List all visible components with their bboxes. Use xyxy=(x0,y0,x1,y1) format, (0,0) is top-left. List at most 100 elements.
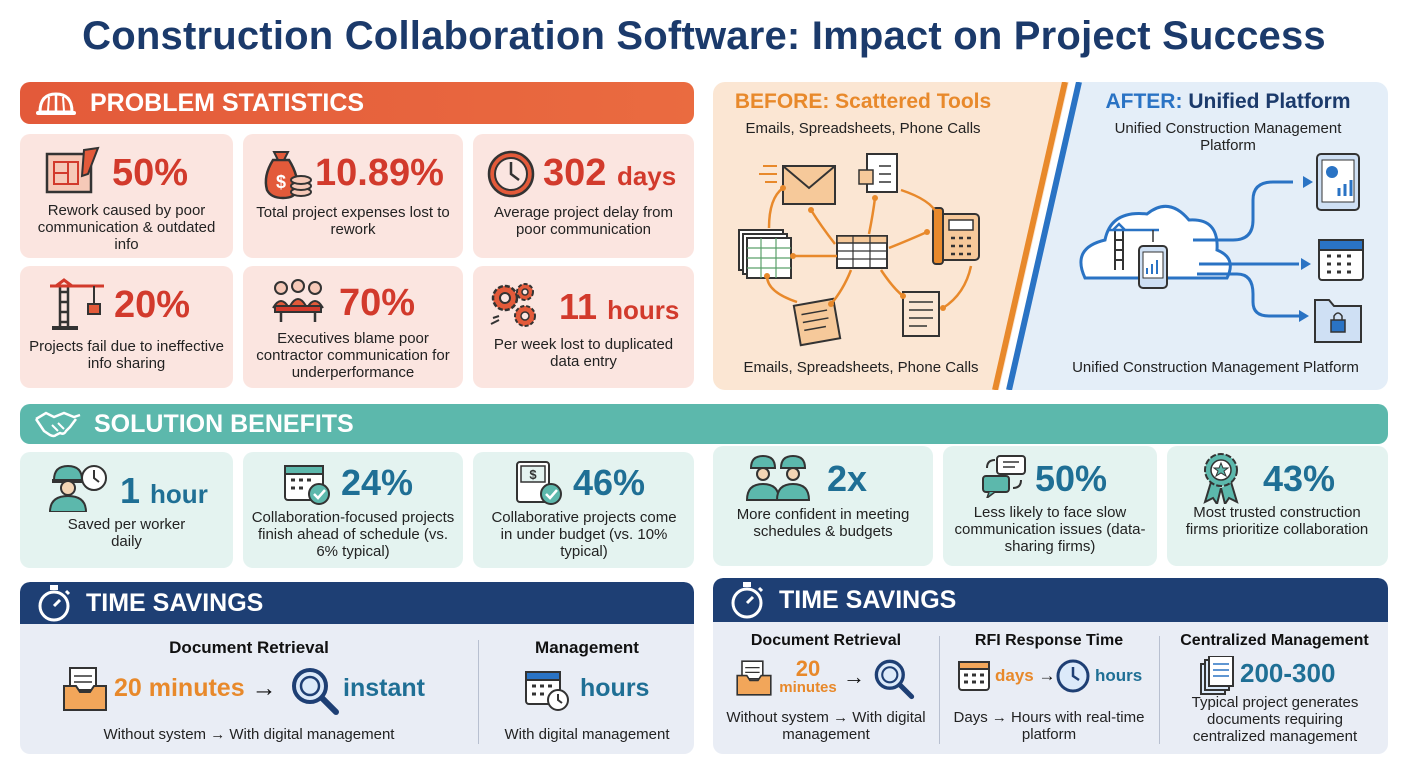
calendar-check-icon xyxy=(283,460,331,506)
rfi-from-value: days → xyxy=(995,666,1055,686)
stat-number: 302 xyxy=(543,152,607,194)
benefit-value: 43% xyxy=(1263,458,1336,499)
benefit-unit: hour xyxy=(150,479,208,509)
report-tablet-icon xyxy=(1316,153,1360,211)
benefit-card: 1 hour Saved per worker daily xyxy=(20,452,233,568)
cloud-tablet-icon xyxy=(1138,245,1168,289)
stat-value: 20% xyxy=(114,284,191,326)
doc-arrow: → xyxy=(251,674,277,702)
crane-icon xyxy=(46,278,106,330)
gears-icon xyxy=(487,278,541,330)
time-savings-left-heading: TIME SAVINGS xyxy=(86,588,264,617)
benefit-value: 50% xyxy=(1035,458,1108,499)
clock-icon xyxy=(485,148,537,200)
locked-folder-icon xyxy=(1314,299,1362,343)
blueprint-icon xyxy=(44,146,102,198)
benefit-value: 24% xyxy=(341,462,414,503)
time-savings-right-heading: TIME SAVINGS xyxy=(779,585,957,614)
stat-desc: Per week lost to duplicated data entry xyxy=(493,336,674,370)
before-after-panel: BEFORE: Scattered Tools Emails, Spreadsh… xyxy=(713,82,1388,390)
rfi-desc: Days → Hours with real-time platform xyxy=(953,709,1145,743)
before-footer: Emails, Spreadsheets, Phone Calls xyxy=(743,359,979,376)
benefit-number: 1 xyxy=(120,470,141,511)
benefit-desc: More confident in meeting schedules & bu… xyxy=(736,506,910,540)
stat-desc: Average project delay from poor communic… xyxy=(494,204,673,238)
after-subtitle: Unified Construction Management Platform xyxy=(1114,120,1342,154)
magnifier-icon xyxy=(290,666,340,716)
arrow-heads xyxy=(764,185,946,311)
problem-stat-card: 11 hours Per week lost to duplicated dat… xyxy=(473,266,694,388)
stopwatch-icon xyxy=(727,580,767,620)
problem-stat-card: $ 10.89% Total project expenses lost to … xyxy=(243,134,463,258)
benefit-card: $ 46% Collaborative projects come in und… xyxy=(473,452,694,568)
problem-heading: PROBLEM STATISTICS xyxy=(90,88,365,117)
benefit-desc: Collaborative projects come in under bud… xyxy=(491,509,677,560)
chat-bubbles-icon xyxy=(981,454,1027,498)
workers-icon xyxy=(745,452,813,502)
time-savings-left-banner: TIME SAVINGS xyxy=(20,582,694,624)
doc-from-number: 20 xyxy=(795,656,821,681)
divider xyxy=(478,640,479,744)
management-title: Management xyxy=(535,638,639,657)
benefit-card: 43% Most trusted construction firms prio… xyxy=(1167,446,1388,566)
time-savings-right-banner: TIME SAVINGS xyxy=(713,578,1388,622)
before-subtitle: Emails, Spreadsheets, Phone Calls xyxy=(745,120,981,137)
benefit-desc: Most trusted construction firms prioriti… xyxy=(1185,504,1369,538)
doc-retrieval-desc: Without system → With digital management xyxy=(103,726,395,743)
money-bag-icon: $ xyxy=(257,146,313,200)
benefit-card: 2x More confident in meeting schedules &… xyxy=(713,446,933,566)
divider xyxy=(939,636,940,744)
cm-title: Centralized Management xyxy=(1180,632,1369,649)
stat-value: 50% xyxy=(112,152,189,194)
benefit-desc: Less likely to face slow communication i… xyxy=(954,504,1146,555)
notes-icon xyxy=(792,297,842,347)
management-value: hours xyxy=(580,674,650,702)
problem-stat-card: 50% Rework caused by poor communication … xyxy=(20,134,233,258)
scattered-tools-diagram xyxy=(738,153,980,347)
report-icon xyxy=(902,291,940,337)
benefit-card: 50% Less likely to face slow communicati… xyxy=(943,446,1157,566)
problem-stat-card: 302 days Average project delay from poor… xyxy=(473,134,694,258)
stat-number: 11 xyxy=(559,286,598,327)
handshake-icon xyxy=(34,409,82,439)
doc-to-value: instant xyxy=(343,674,425,702)
cm-desc: Typical project generates documents requ… xyxy=(1191,694,1359,745)
after-title: Unified Platform xyxy=(1188,90,1351,113)
rfi-to-value: hours xyxy=(1095,666,1143,685)
spreadsheet-stack-icon xyxy=(738,229,792,279)
cm-value: 200-300 xyxy=(1240,658,1336,688)
after-heading: AFTER: Unified Platform xyxy=(1073,90,1383,114)
svg-text:$: $ xyxy=(529,467,537,482)
doc-retrieval-title: Document Retrieval xyxy=(750,632,902,649)
worker-clock-icon xyxy=(46,460,108,512)
document-icon xyxy=(858,153,898,193)
calendar-icon xyxy=(1318,239,1364,281)
problem-stat-card: 20% Projects fail due to ineffective inf… xyxy=(20,266,233,388)
phone-icon xyxy=(932,207,980,265)
file-tray-icon xyxy=(735,658,773,698)
stopwatch-icon xyxy=(34,583,74,623)
doc-retrieval-desc: Without system → With digital management xyxy=(726,709,926,743)
doc-arrow: → xyxy=(843,664,865,689)
svg-text:$: $ xyxy=(276,172,286,192)
benefit-desc: Saved per worker daily xyxy=(67,516,186,550)
problem-banner: PROBLEM STATISTICS xyxy=(20,82,694,124)
before-title: Scattered Tools xyxy=(835,90,992,113)
unified-platform-diagram xyxy=(1079,153,1364,343)
benefits-heading: SOLUTION BENEFITS xyxy=(94,409,354,438)
doc-retrieval-title: Document Retrieval xyxy=(169,638,329,657)
stat-desc: Projects fail due to ineffective info sh… xyxy=(29,338,224,372)
rfi-title: RFI Response Time xyxy=(974,632,1124,649)
calendar-icon xyxy=(957,660,991,692)
file-tray-icon xyxy=(62,664,108,714)
before-heading: BEFORE: Scattered Tools xyxy=(713,90,1013,114)
stat-desc: Total project expenses lost to rework xyxy=(256,204,450,238)
after-label: AFTER: xyxy=(1105,90,1183,113)
after-footer: Unified Construction Management Platform xyxy=(1072,359,1359,376)
budget-check-icon: $ xyxy=(515,460,563,506)
hard-hat-icon xyxy=(34,88,78,118)
clock-icon xyxy=(1055,658,1091,694)
stat-value: 10.89% xyxy=(315,152,444,194)
benefit-value: 46% xyxy=(573,462,646,503)
doc-retrieval-comparison: 20 minutes → xyxy=(114,674,277,703)
